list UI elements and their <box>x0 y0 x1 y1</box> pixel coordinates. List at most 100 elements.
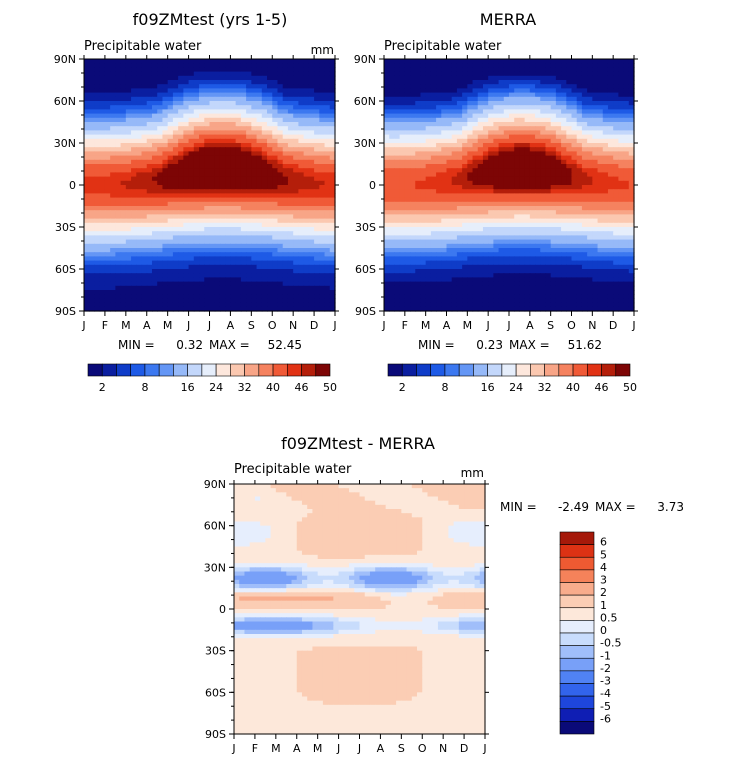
heat-cell <box>576 67 583 73</box>
heat-cell <box>131 256 137 262</box>
heat-cell <box>410 197 416 203</box>
heat-cell <box>456 75 463 81</box>
heat-cell <box>607 151 614 157</box>
heat-cell <box>136 281 143 287</box>
heat-cell <box>529 222 536 228</box>
heat-cell <box>561 105 567 110</box>
heat-cell <box>462 159 468 165</box>
heat-cell <box>607 92 614 98</box>
heat-cell <box>389 101 396 106</box>
heat-cell <box>293 235 299 241</box>
heat-cell <box>324 273 331 278</box>
heat-cell <box>199 63 205 68</box>
heat-cell <box>519 193 526 199</box>
heat-cell <box>256 281 263 287</box>
heat-cell <box>110 222 116 228</box>
heat-cell <box>188 84 195 89</box>
heat-cell <box>451 67 458 73</box>
heat-cell <box>451 222 458 228</box>
heat-cell <box>89 172 96 178</box>
heat-cell <box>618 189 625 194</box>
heat-cell <box>178 92 184 98</box>
heat-cell <box>308 269 315 274</box>
heat-cell <box>446 80 453 85</box>
heat-cell <box>261 231 268 236</box>
heat-cell <box>183 67 190 73</box>
heat-cell <box>293 180 299 186</box>
heat-cell <box>230 206 237 211</box>
heat-cell <box>602 130 609 136</box>
heat-cell <box>425 218 432 224</box>
heat-cell <box>384 134 390 140</box>
heat-cell <box>146 260 153 266</box>
heat-cell <box>514 122 521 127</box>
heat-cell <box>319 231 326 236</box>
heat-cell <box>94 63 101 68</box>
heat-cell <box>94 235 101 241</box>
heat-cell <box>178 294 184 299</box>
heat-cell <box>482 222 489 228</box>
heat-cell <box>167 269 174 274</box>
heat-cell <box>293 168 299 173</box>
heat-cell <box>430 63 437 68</box>
heat-cell <box>303 155 310 161</box>
heat-cell <box>146 185 153 190</box>
heat-cell <box>272 67 279 73</box>
heat-cell <box>167 277 174 283</box>
heat-cell <box>451 117 458 123</box>
heat-cell <box>167 285 174 291</box>
heat-cell <box>509 63 515 68</box>
heat-cell <box>209 285 216 291</box>
heat-cell <box>214 248 221 253</box>
heat-cell <box>628 117 635 123</box>
heat-cell <box>592 84 599 89</box>
heat-cell <box>623 67 630 73</box>
heat-cell <box>293 88 299 94</box>
heat-cell <box>324 134 331 140</box>
heat-cell <box>89 210 96 215</box>
heat-cell <box>287 269 294 274</box>
heat-cell <box>272 138 279 144</box>
heat-cell <box>319 71 326 77</box>
heat-cell <box>451 172 458 178</box>
heat-cell <box>172 59 179 64</box>
heat-cell <box>235 159 242 165</box>
heat-cell <box>329 214 336 220</box>
heat-cell <box>115 264 122 270</box>
heat-cell <box>219 117 226 123</box>
heat-cell <box>267 130 273 136</box>
heat-cell <box>199 222 205 228</box>
heat-cell <box>493 189 500 194</box>
heat-cell <box>618 96 625 102</box>
heat-cell <box>94 117 101 123</box>
heat-cell <box>628 155 635 161</box>
heat-cell <box>324 143 331 148</box>
heat-cell <box>462 59 468 64</box>
heat-cell <box>167 138 174 144</box>
heat-cell <box>110 151 116 157</box>
heat-cell <box>84 256 90 262</box>
heat-cell <box>261 222 268 228</box>
heat-cell <box>430 96 437 102</box>
heat-cell <box>115 159 122 165</box>
heat-cell <box>540 138 547 144</box>
heat-cell <box>277 285 284 291</box>
heat-cell <box>482 134 489 140</box>
heat-cell <box>456 197 463 203</box>
heat-cell <box>410 59 416 64</box>
heat-cell <box>199 117 205 123</box>
heat-cell <box>99 277 106 283</box>
heat-cell <box>110 138 116 144</box>
heat-cell <box>451 193 458 199</box>
heat-cell <box>399 227 406 232</box>
heat-cell <box>240 96 247 102</box>
heat-cell <box>104 193 111 199</box>
heat-cell <box>199 193 205 199</box>
heat-cell <box>157 134 164 140</box>
heat-cell <box>425 143 432 148</box>
heat-cell <box>509 222 515 228</box>
heat-cell <box>104 101 111 106</box>
heat-cell <box>477 185 484 190</box>
heat-cell <box>89 256 96 262</box>
heat-cell <box>157 96 164 102</box>
